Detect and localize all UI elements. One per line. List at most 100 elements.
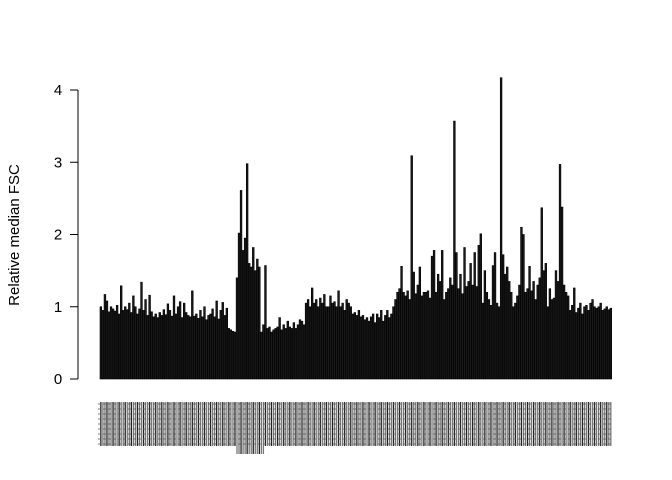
bar — [288, 326, 291, 380]
bar — [514, 302, 517, 380]
bar — [512, 306, 515, 380]
bar — [479, 233, 482, 380]
bar — [438, 281, 442, 380]
bar — [603, 308, 606, 380]
bar — [376, 313, 379, 380]
bar — [189, 316, 192, 380]
bar — [282, 324, 285, 380]
bar — [345, 299, 348, 380]
bar — [589, 302, 592, 380]
bar — [337, 290, 340, 380]
bar — [325, 306, 328, 380]
bar — [203, 306, 206, 380]
bar — [432, 250, 436, 380]
bar — [607, 309, 610, 380]
bar — [329, 295, 332, 380]
bar — [359, 316, 363, 380]
bar — [426, 290, 430, 380]
bar — [566, 295, 570, 380]
bar — [562, 284, 566, 380]
bar — [473, 252, 476, 380]
bar — [272, 329, 275, 380]
bar — [447, 288, 450, 380]
bar — [396, 291, 399, 380]
bar — [333, 301, 336, 380]
bar — [138, 308, 141, 380]
bar — [144, 299, 147, 380]
bar — [136, 313, 139, 380]
bar — [213, 316, 216, 380]
bar — [298, 319, 302, 380]
bar — [573, 287, 576, 380]
bar — [380, 310, 383, 380]
bar — [564, 291, 568, 380]
bar — [475, 286, 478, 380]
bar — [248, 263, 251, 380]
bar — [217, 318, 220, 380]
x-tick-labels — [98, 402, 613, 454]
bar — [412, 271, 415, 380]
bar — [126, 309, 129, 380]
bar — [256, 258, 259, 380]
bar — [465, 286, 468, 380]
bar — [227, 328, 231, 380]
bar — [154, 313, 157, 380]
bar — [174, 313, 178, 380]
bar — [556, 281, 560, 380]
bar — [386, 310, 389, 380]
bar — [274, 328, 277, 380]
bar — [445, 291, 448, 380]
bar — [266, 328, 269, 380]
bar — [128, 302, 131, 380]
bar — [180, 317, 184, 380]
bar — [581, 313, 584, 380]
bar — [609, 307, 612, 380]
bar — [284, 328, 287, 380]
bar — [597, 306, 600, 380]
bar — [449, 277, 452, 380]
bar — [404, 295, 407, 380]
y-axis-label: Relative median FSC — [6, 164, 23, 306]
bar — [571, 305, 574, 380]
bar — [168, 310, 172, 380]
bar — [605, 306, 608, 380]
bar — [441, 250, 444, 380]
bar — [107, 311, 111, 380]
bar — [469, 263, 472, 380]
y-axis: 0 1 2 3 4 — [54, 82, 79, 388]
bar — [315, 299, 318, 380]
bar — [209, 313, 212, 380]
bar — [321, 302, 324, 380]
bar — [156, 317, 159, 380]
bars — [99, 77, 612, 380]
bar — [477, 245, 480, 380]
bar — [319, 297, 322, 380]
bar — [300, 320, 304, 380]
bar — [483, 270, 487, 380]
bar — [384, 315, 387, 380]
bar — [270, 331, 273, 380]
bar — [331, 302, 334, 380]
bar — [105, 300, 109, 380]
bar — [120, 285, 123, 380]
bar — [538, 277, 541, 380]
bar — [601, 310, 604, 380]
bar — [205, 319, 208, 380]
bar — [343, 310, 346, 380]
bar — [471, 284, 474, 380]
bar — [430, 255, 434, 380]
bar — [225, 307, 229, 380]
bar — [339, 306, 342, 380]
bar — [508, 281, 511, 380]
bar — [501, 254, 505, 380]
bar — [408, 299, 411, 380]
bar — [536, 284, 539, 380]
bar — [424, 291, 428, 380]
bar — [195, 313, 198, 380]
bar — [221, 302, 224, 380]
bar — [327, 306, 330, 380]
bar — [428, 297, 432, 380]
bar — [124, 306, 127, 380]
bar — [286, 320, 289, 380]
bar — [99, 306, 103, 380]
